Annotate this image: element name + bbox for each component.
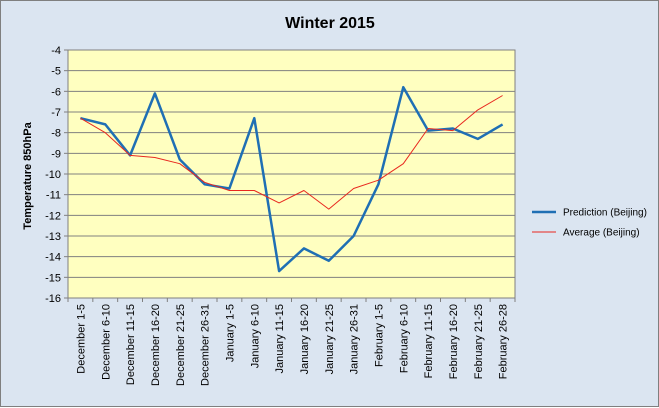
y-tick-label: -8 — [51, 128, 61, 140]
x-tick-label: December 26-31 — [200, 304, 212, 386]
x-tick-label: January 26-31 — [349, 304, 361, 374]
x-tick-label: February 1-5 — [373, 304, 385, 367]
y-tick-label: -16 — [45, 293, 61, 305]
y-axis-label: Temperature 850hPa — [22, 121, 34, 229]
y-tick-label: -15 — [45, 272, 61, 284]
y-tick-label: -11 — [46, 190, 61, 202]
x-tick-label: December 21-25 — [175, 304, 187, 386]
y-tick-label: -13 — [45, 231, 61, 243]
x-tick-label: January 21-25 — [324, 304, 336, 374]
x-tick-label: February 21-25 — [473, 304, 485, 379]
y-tick-label: -10 — [45, 169, 61, 181]
x-tick-label: December 6-10 — [100, 304, 112, 380]
x-tick-label: January 1-5 — [224, 304, 236, 362]
y-tick-label: -7 — [51, 107, 61, 119]
legend-label: Prediction (Beijing) — [563, 208, 647, 219]
legend-label: Average (Beijing) — [563, 228, 640, 239]
x-tick-label: February 11-15 — [423, 304, 435, 378]
x-tick-label: January 6-10 — [249, 304, 261, 368]
y-tick-label: -5 — [51, 66, 61, 78]
y-tick-label: -6 — [51, 86, 61, 98]
x-tick-label: December 16-20 — [150, 304, 162, 386]
x-tick-label: December 11-15 — [125, 304, 137, 385]
x-tick-label: December 1-5 — [75, 304, 87, 374]
prediction-series-line — [80, 85, 504, 273]
x-tick-label: February 6-10 — [398, 304, 410, 373]
y-tick-label: -12 — [45, 210, 61, 222]
x-tick-label: February 26-28 — [498, 304, 510, 379]
legend: Prediction (Beijing) Average (Beijing) — [532, 208, 647, 239]
y-tick-label: -4 — [51, 45, 61, 57]
chart-title: Winter 2015 — [285, 15, 375, 32]
x-tick-label: January 11-15 — [274, 304, 286, 374]
x-tick-label: January 16-20 — [299, 304, 311, 374]
average-series-line — [80, 95, 503, 210]
y-tick-label: -14 — [45, 252, 61, 264]
x-tick-label: February 16-20 — [448, 304, 460, 379]
y-tick-label: -9 — [51, 148, 61, 160]
